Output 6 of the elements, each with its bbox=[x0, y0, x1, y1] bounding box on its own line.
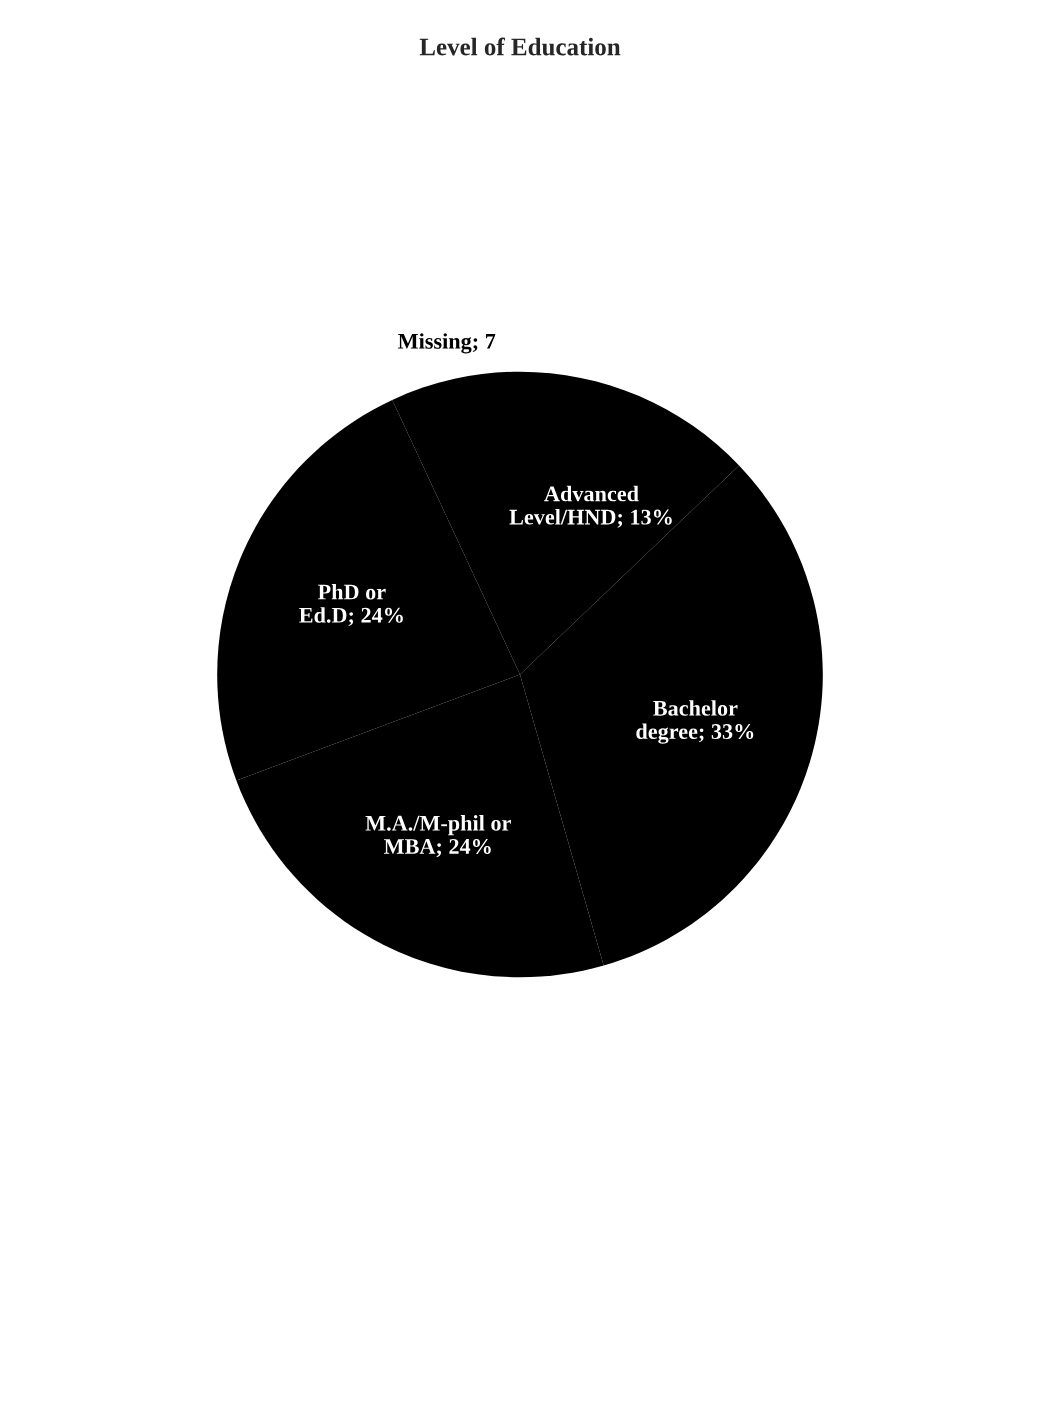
chart-title: Level of Education bbox=[419, 37, 621, 56]
slice-label: Missing; 7 bbox=[398, 333, 496, 354]
slice-label: PhD or Ed.D; 24% bbox=[299, 583, 403, 626]
slice-label: Bachelor degree; 33% bbox=[636, 700, 754, 744]
slice-label: M.A./M-phil or MBA; 24% bbox=[365, 815, 511, 858]
slice-label: Advanced Level/HND; 13% bbox=[509, 485, 672, 528]
